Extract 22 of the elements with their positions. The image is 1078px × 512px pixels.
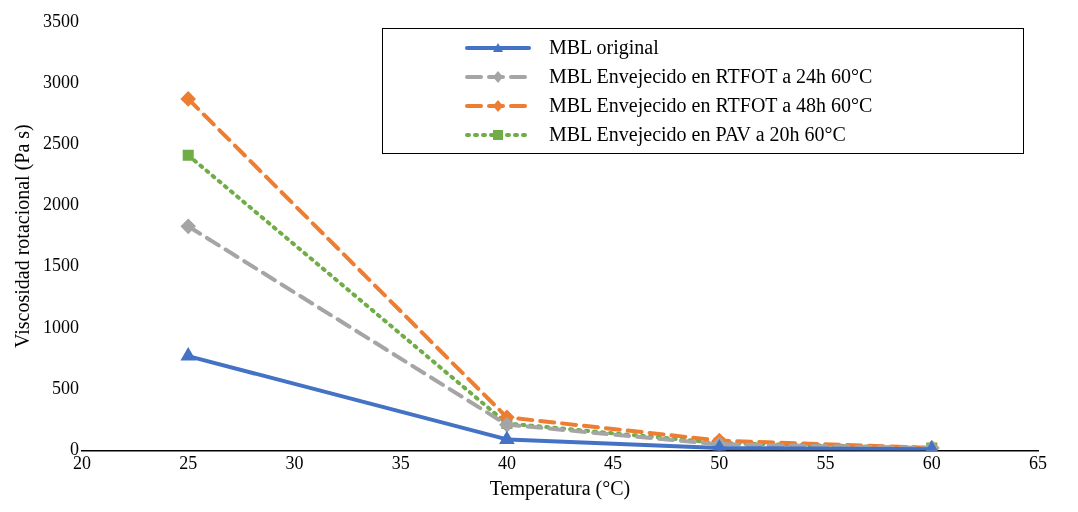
x-tick-label: 30 [285,452,304,473]
y-axis-title: Viscosidad rotacional (Pa s) [11,124,35,348]
y-tick-label: 3500 [43,10,79,31]
y-tick-label: 2000 [43,194,79,215]
x-tick-label: 35 [391,452,410,473]
x-tick-label: 25 [179,452,198,473]
y-tick-label: 3000 [43,71,79,92]
legend-label: MBL Envejecido en RTFOT a 24h 60°C [549,65,873,88]
y-tick-label: 1000 [43,316,79,337]
y-tick-label: 500 [52,377,79,398]
legend-label: MBL Envejecido en PAV a 20h 60°C [549,123,846,146]
x-tick-label: 65 [1029,452,1047,473]
y-tick-label: 1500 [43,255,79,276]
x-tick-label: 55 [816,452,835,473]
x-tick-label: 60 [922,452,941,473]
x-tick-label: 45 [604,452,623,473]
x-axis-title: Temperatura (°C) [489,477,631,501]
x-tick-label: 50 [710,452,729,473]
y-tick-label: 2500 [43,132,79,153]
legend-label: MBL original [549,36,659,59]
x-tick-label: 40 [497,452,516,473]
legend-label: MBL Envejecido en RTFOT a 48h 60°C [549,94,873,117]
